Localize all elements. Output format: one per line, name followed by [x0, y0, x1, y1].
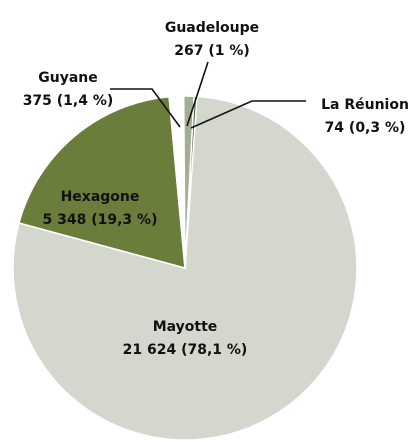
pie-slice: [18, 95, 186, 270]
slice-value: 375 (1,4 %): [23, 93, 114, 109]
slice-name: Guyane: [38, 70, 98, 86]
slice-value: 5 348 (19,3 %): [43, 212, 158, 228]
slice-name: Guadeloupe: [165, 20, 259, 36]
leader-line: [110, 88, 181, 128]
slice-value: 74 (0,3 %): [325, 120, 406, 136]
leader-line: [186, 61, 209, 127]
slice-name: Mayotte: [153, 319, 218, 335]
slices: [12, 95, 358, 441]
leader-line: [190, 100, 306, 129]
slice-value: 21 624 (78,1 %): [123, 342, 248, 358]
labels: Mayotte 21 624 (78,1 %) Hexagone 5 348 (19,…: [23, 20, 409, 358]
slice-value: 267 (1 %): [174, 43, 250, 59]
slice-name: Hexagone: [61, 189, 140, 205]
slice-name: La Réunion: [321, 97, 409, 113]
